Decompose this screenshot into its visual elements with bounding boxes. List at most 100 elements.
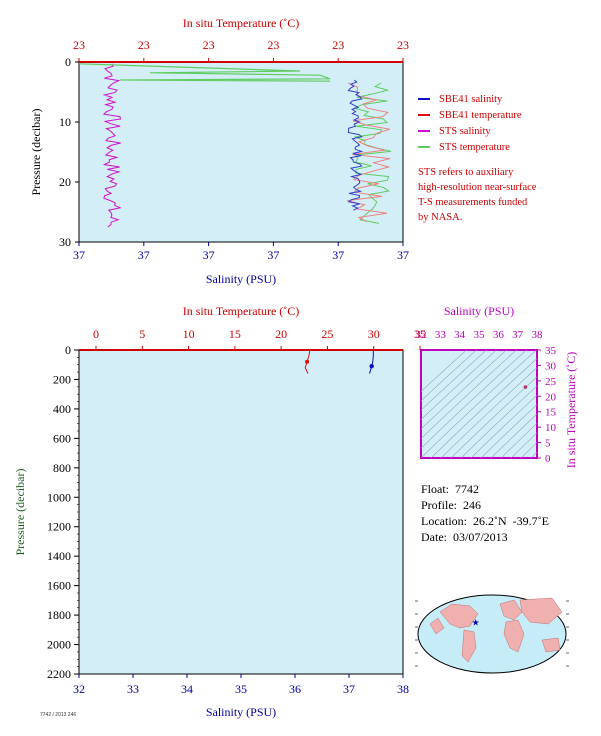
top-tick-label: 23: [332, 38, 344, 52]
density-contour: [421, 350, 537, 458]
bottom-axis-title: Salinity (PSU): [206, 272, 276, 286]
top-tick-label: 15: [229, 327, 241, 341]
y-tick-label: 1200: [47, 520, 71, 534]
legend: SBE41 salinity SBE41 temperature STS sal…: [418, 91, 522, 155]
land-mass: [519, 597, 563, 625]
ts-right-tick-label: 5: [545, 438, 551, 450]
legend-label: SBE41 salinity: [439, 93, 503, 105]
ts-top-tick-label: 32: [416, 329, 427, 341]
y-tick-label: 1800: [47, 608, 71, 622]
float-number: Float: 7742: [421, 482, 480, 496]
top-tick-label: 0: [93, 327, 99, 341]
bottom-axis-title: Salinity (PSU): [206, 705, 276, 719]
density-contour: [421, 350, 527, 449]
bottom-tick-label: 37: [73, 248, 85, 262]
density-contour: [530, 451, 537, 458]
density-contour: [490, 413, 537, 458]
bottom-tick-label: 37: [343, 682, 355, 696]
y-tick-label: 20: [59, 175, 71, 189]
note-line: by NASA.: [418, 212, 463, 223]
float-location-marker: ★: [472, 619, 480, 629]
bottom-tick-label: 37: [138, 248, 150, 262]
top-tick-label: 35: [414, 327, 426, 341]
density-contour: [500, 422, 537, 458]
density-contour: [510, 432, 537, 458]
ts-top-tick-label: 36: [493, 329, 505, 341]
ts-right-axis-title: In situ Temperature (˚C): [564, 352, 578, 469]
top-axis-title: In situ Temperature (˚C): [183, 16, 300, 30]
density-contour: [520, 442, 537, 458]
footer-id: 7742 / 2013 246: [40, 712, 77, 718]
ts-top-tick-label: 37: [512, 329, 524, 341]
top-tick-label: 23: [267, 38, 279, 52]
ts-top-tick-label: 35: [474, 329, 486, 341]
y-tick-label: 2200: [47, 667, 71, 681]
bottom-tick-label: 32: [73, 682, 85, 696]
ts-contours: [421, 350, 537, 458]
sts-temperature-surface: [78, 63, 331, 82]
land-mass: [439, 603, 479, 629]
plot-area-top: [78, 61, 404, 243]
density-contour: [480, 404, 537, 458]
ts-right-tick-label: 35: [545, 345, 557, 357]
temperature-marker: [305, 359, 310, 364]
density-contour: [430, 358, 537, 458]
ts-right-tick-label: 15: [545, 407, 557, 419]
land-mass: [429, 617, 445, 635]
land-mass: [541, 637, 561, 653]
y-tick-label: 30: [59, 235, 71, 249]
density-contour: [421, 350, 497, 420]
y-axis-title: Pressure (decibar): [29, 109, 43, 196]
top-tick-label: 20: [275, 327, 287, 341]
bottom-tick-label: 38: [397, 682, 409, 696]
top-tick-label: 5: [139, 327, 145, 341]
bottom-tick-label: 37: [332, 248, 344, 262]
ts-right-tick-label: 30: [545, 360, 557, 372]
y-tick-label: 10: [59, 115, 71, 129]
top-tick-label: 23: [73, 38, 85, 52]
legend-label: STS temperature: [439, 141, 510, 153]
ts-right-tick-label: 0: [545, 453, 551, 465]
land-mass: [461, 629, 477, 663]
bottom-tick-label: 37: [397, 248, 409, 262]
note-line: T-S measurements funded: [418, 197, 528, 208]
y-tick-label: 200: [53, 372, 71, 386]
density-contour: [440, 367, 537, 458]
sts-temperature-line: [352, 82, 392, 224]
y-tick-label: 1000: [47, 490, 71, 504]
note-line: high-resolution near-surface: [418, 182, 537, 193]
bottom-tick-label: 35: [235, 682, 247, 696]
bottom-tick-label: 37: [203, 248, 215, 262]
y-tick-label: 0: [65, 343, 71, 357]
bottom-tick-label: 34: [181, 682, 193, 696]
ts-point: [523, 385, 528, 389]
sts-salinity-line: [102, 63, 122, 228]
legend-item: STS salinity: [418, 123, 522, 139]
density-contour: [470, 394, 537, 458]
plot-area-bottom: [78, 349, 404, 675]
bottom-tick-label: 33: [127, 682, 139, 696]
legend-item: SBE41 salinity: [418, 91, 522, 107]
location: Location: 26.2˚N -39.7˚E: [421, 514, 549, 528]
y-axis-title: Pressure (decibar): [13, 469, 27, 556]
salinity-profile: [369, 350, 374, 374]
sts-note: STS refers to auxiliary high-resolution …: [418, 165, 536, 225]
top-tick-label: 23: [397, 38, 409, 52]
bottom-tick-label: 36: [289, 682, 301, 696]
y-tick-label: 800: [53, 461, 71, 475]
profile-number: Profile: 246: [421, 498, 481, 512]
land-mass: [503, 619, 525, 653]
density-contour: [460, 385, 537, 458]
date: Date: 03/07/2013: [421, 530, 508, 544]
sbe41-salinity-line: [347, 79, 364, 211]
note-line: STS refers to auxiliary: [418, 167, 514, 178]
land-mass: [499, 599, 523, 621]
density-contour: [421, 350, 517, 440]
y-tick-label: 1400: [47, 549, 71, 563]
y-tick-label: 2000: [47, 638, 71, 652]
y-tick-label: 600: [53, 431, 71, 445]
ts-top-axis-title: Salinity (PSU): [444, 304, 514, 318]
ts-top-tick-label: 38: [532, 329, 544, 341]
legend-item: SBE41 temperature: [418, 107, 522, 123]
